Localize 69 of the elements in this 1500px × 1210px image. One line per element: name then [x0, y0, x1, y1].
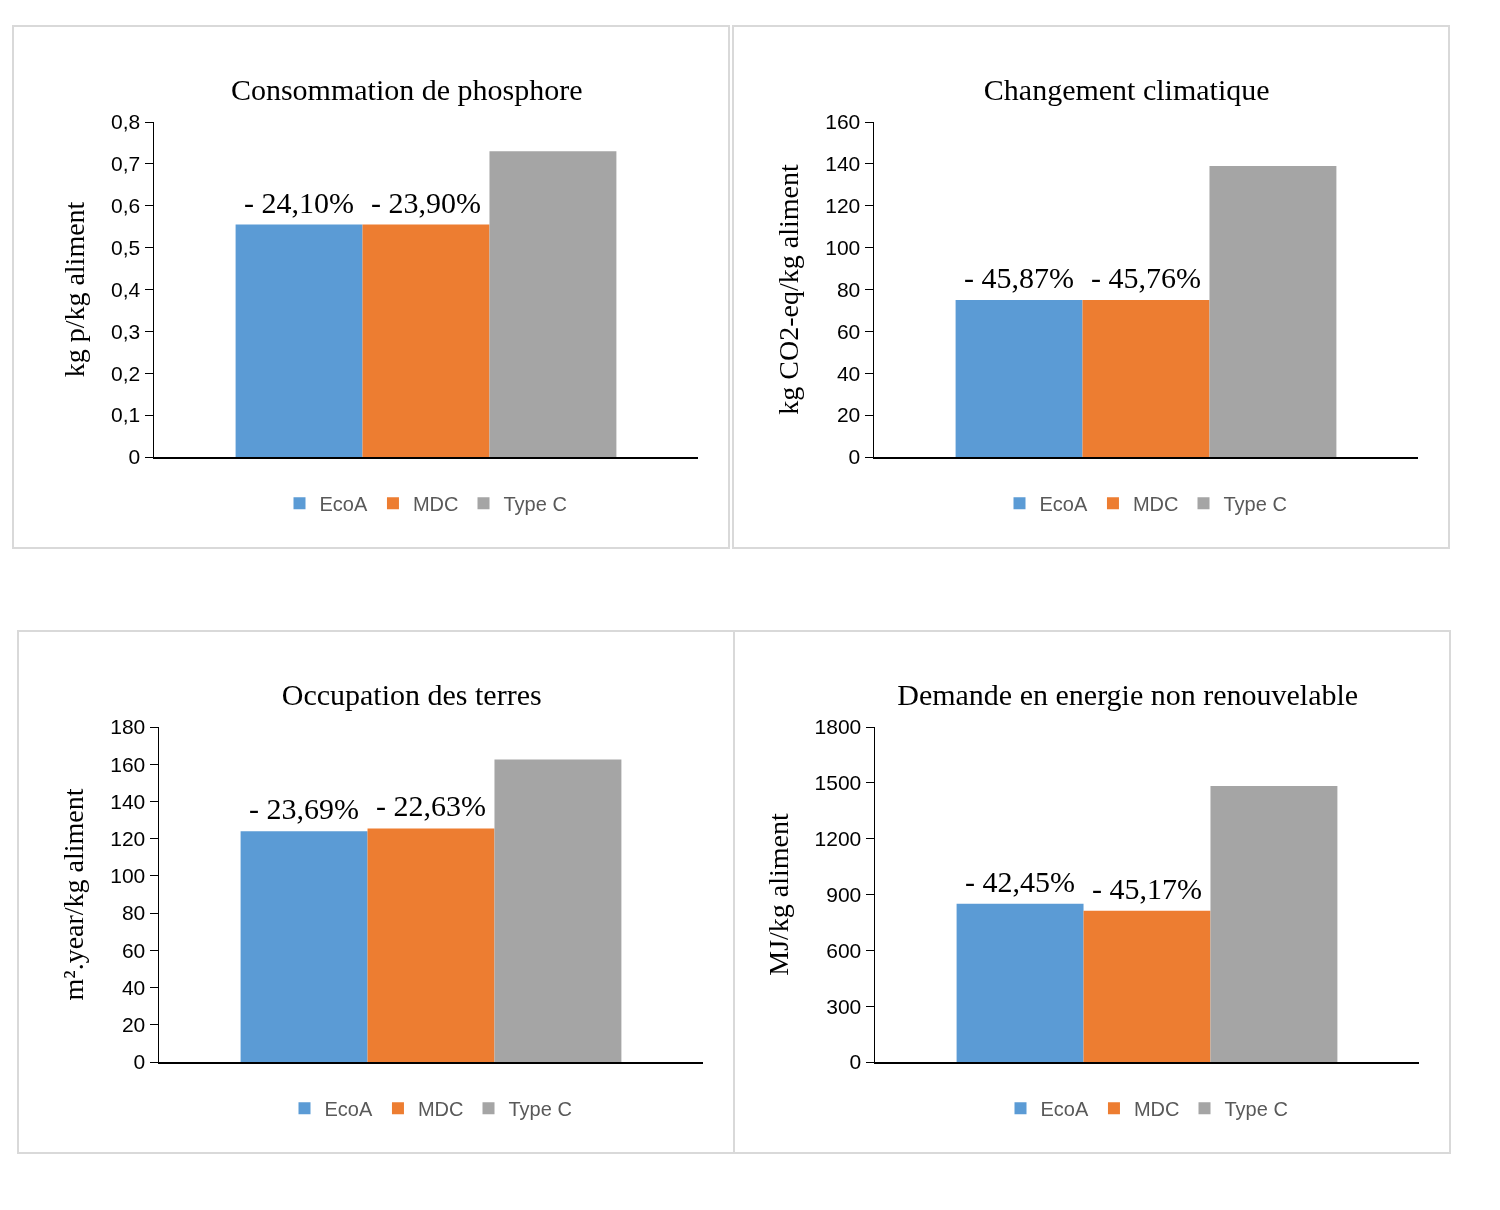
legend-label: MDC — [417, 1098, 464, 1121]
chart-title: Demande en energie non renouvelable — [897, 678, 1359, 711]
y-tick-label: 0,8 — [111, 110, 141, 134]
y-tick-label: 1500 — [814, 771, 862, 795]
y-tick-label: 80 — [121, 901, 146, 925]
y-tick-label: 180 — [110, 715, 146, 739]
bar — [1083, 910, 1211, 1062]
y-tick-label: 140 — [110, 789, 146, 813]
annotation: - 45,87% — [964, 261, 1074, 294]
y-tick-label: 600 — [826, 938, 862, 962]
chart-title: Consommation de phosphore — [230, 73, 583, 106]
y-tick-label: 1200 — [814, 827, 862, 851]
chart-title: Occupation des terres — [281, 678, 542, 711]
legend-label: Type C — [508, 1098, 572, 1121]
y-tick-label: 1800 — [814, 715, 862, 739]
legend-label: MDC — [1133, 1098, 1180, 1121]
legend-label: MDC — [412, 493, 459, 516]
bar — [956, 903, 1084, 1062]
legend-label: MDC — [1132, 493, 1179, 516]
y-tick-label: 0,5 — [111, 235, 141, 259]
y-tick-label: 100 — [825, 235, 861, 259]
y-axis-title: MJ/kg aliment — [762, 813, 794, 976]
y-axis-title: kg CO2-eq/kg aliment — [773, 164, 805, 415]
bar — [367, 828, 495, 1062]
y-tick-label: 0,1 — [111, 403, 141, 427]
y-tick-label: 0 — [848, 445, 861, 469]
legend-label: EcoA — [1040, 1098, 1089, 1121]
y-tick-label: 0,7 — [111, 152, 141, 176]
legend-label: EcoA — [1039, 493, 1088, 516]
y-tick-label: 160 — [825, 110, 861, 134]
bar — [1210, 786, 1338, 1062]
y-tick-label: 0,6 — [111, 194, 141, 218]
y-tick-label: 120 — [110, 827, 146, 851]
y-tick-label: 40 — [121, 975, 146, 999]
annotation: - 23,90% — [371, 186, 481, 219]
y-axis-title: kg p/kg aliment — [59, 201, 91, 378]
y-tick-label: 160 — [110, 752, 146, 776]
y-tick-label: 0,3 — [111, 319, 141, 343]
y-tick-label: 0 — [128, 445, 141, 469]
legend-label: EcoA — [319, 493, 368, 516]
y-tick-label: 80 — [836, 277, 861, 301]
y-tick-label: 120 — [825, 194, 861, 218]
bar — [240, 831, 368, 1062]
annotation: - 24,10% — [244, 186, 354, 219]
y-tick-label: 300 — [826, 994, 862, 1018]
y-tick-label: 20 — [836, 403, 861, 427]
y-tick-label: 0 — [133, 1050, 146, 1074]
y-tick-label: 20 — [121, 1013, 146, 1037]
y-tick-label: 100 — [110, 864, 146, 888]
y-tick-label: 0,4 — [111, 277, 141, 301]
annotation: - 22,63% — [376, 789, 486, 822]
legend-label: Type C — [503, 493, 567, 516]
legend-label: EcoA — [324, 1098, 373, 1121]
y-tick-label: 0,2 — [111, 361, 141, 385]
legend-label: Type C — [1223, 493, 1287, 516]
y-tick-label: 60 — [836, 319, 861, 343]
y-tick-label: 60 — [121, 938, 146, 962]
y-tick-label: 40 — [836, 361, 861, 385]
bar — [494, 759, 622, 1062]
y-axis-title: m².year/kg aliment — [58, 788, 90, 1001]
legend-label: Type C — [1224, 1098, 1288, 1121]
annotation: - 45,17% — [1092, 872, 1202, 905]
annotation: - 45,76% — [1091, 261, 1201, 294]
y-tick-label: 900 — [826, 882, 862, 906]
annotation: - 23,69% — [249, 792, 359, 825]
y-tick-label: 0 — [849, 1050, 862, 1074]
annotation: - 42,45% — [965, 865, 1075, 898]
y-tick-label: 140 — [825, 152, 861, 176]
chart-title: Changement climatique — [983, 73, 1270, 106]
